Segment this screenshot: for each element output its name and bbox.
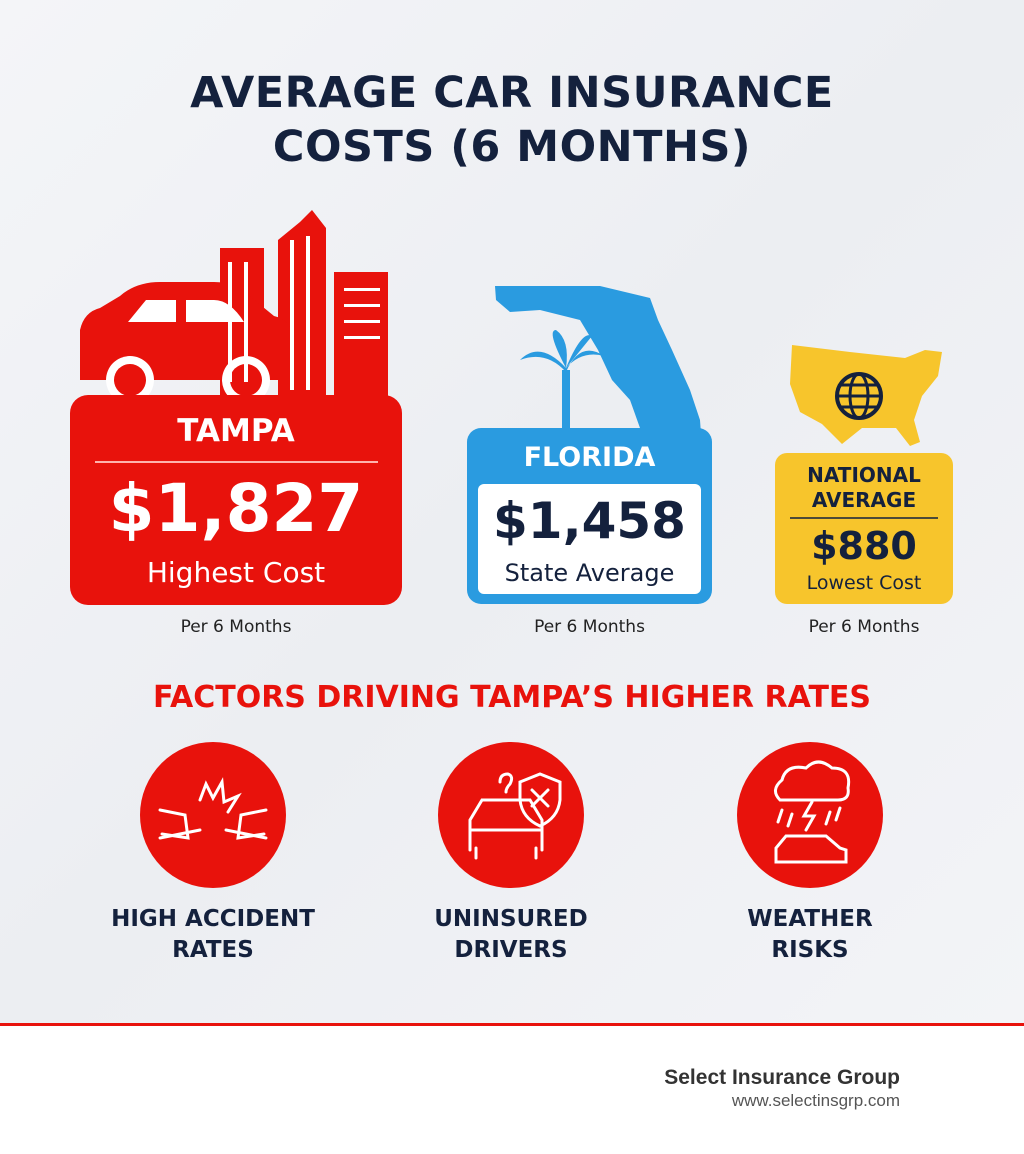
card-label: NATIONAL AVERAGE [807,463,921,512]
card-amount: $880 [811,524,917,568]
card-note: Lowest Cost [806,572,922,594]
tampa-icon [70,210,402,605]
card-note: State Average [504,559,675,587]
card-label: FLORIDA [523,442,656,473]
card-amount: $1,458 [493,492,686,550]
florida-icon [467,286,712,604]
factor-label: HIGH ACCIDENT RATES [111,906,315,963]
card-period: Per 6 Months [808,617,920,637]
card-label: TAMPA [177,413,295,449]
window-details [128,236,380,390]
usa-icon [775,345,953,604]
card-note: Highest Cost [146,556,326,589]
footer-bg [0,1025,1024,1154]
card-amount: $1,827 [108,470,364,547]
title: AVERAGE CAR INSURANCE COSTS (6 MONTHS) [190,68,834,172]
divider [0,1023,1024,1026]
company: Select Insurance Group [664,1066,900,1089]
factor-icons [140,742,883,888]
card-period: Per 6 Months [180,617,292,637]
factors-heading: FACTORS DRIVING TAMPA’S HIGHER RATES [152,680,872,715]
factor-label: UNINSURED DRIVERS [434,906,588,963]
card-period: Per 6 Months [534,617,645,637]
url: www.selectinsgrp.com [731,1091,900,1110]
factor-label: WEATHER RISKS [747,906,873,963]
